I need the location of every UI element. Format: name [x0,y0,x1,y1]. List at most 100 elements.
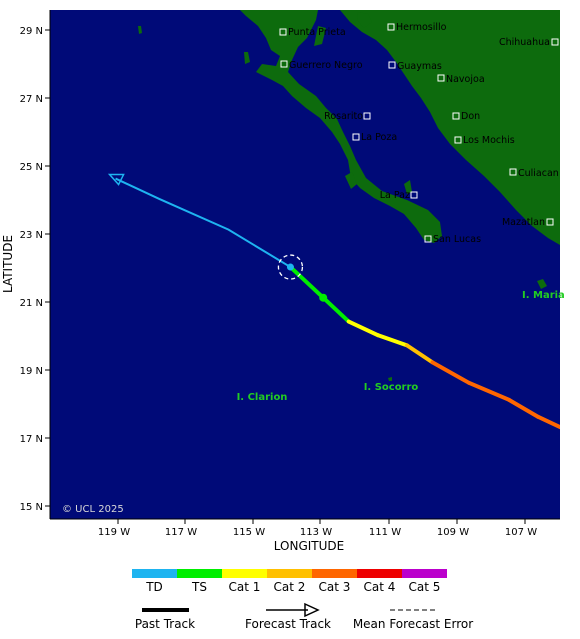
city-marker-icon [363,112,371,120]
x-tick-label: 115 W [233,527,265,538]
city-label: La Paz [380,190,410,201]
category-color-swatch [357,569,402,578]
x-tick-label: 117 W [165,527,197,538]
island-label: I. Maria [522,290,565,301]
forecast-arrow-icon [304,602,320,618]
islands-layer: I. Maria I. Socorro I. Clarion [237,290,565,403]
y-tick-label: 19 N [20,366,43,377]
city-label: San Lucas [433,234,481,245]
land-layer [138,10,560,381]
city-label: Navojoa [446,74,485,85]
city-label: Chihuahua [499,37,550,48]
category-label: Cat 4 [364,580,396,594]
isla-tiburon [357,12,372,28]
city-label: Guerrero Negro [289,60,363,71]
city-label: Punta Prieta [288,27,346,38]
category-label: Cat 1 [229,580,261,594]
past-track-segment [346,319,380,338]
isla-cedros [244,52,250,64]
copyright-text: © UCL 2025 [62,504,124,515]
cities-layer: Hermosillo Punta Prieta Chihuahua Guerrero … [279,22,559,245]
city-label: La Poza [361,132,397,143]
forecast-error-circle [277,254,304,280]
city-label: Hermosillo [396,22,447,33]
y-axis-title: LATITUDE [1,235,15,293]
island-label: I. Socorro [364,382,419,393]
x-axis-title: LONGITUDE [274,539,344,553]
isla-angel-de-la-guarda [314,26,326,46]
city-marker-icon [452,112,460,120]
city-marker-icon [387,23,395,31]
city-marker-icon [509,168,517,176]
isla-maria [537,279,547,289]
city-marker-icon [551,38,559,46]
mainland-mexico-land [340,10,560,245]
y-tick-label: 29 N [20,26,43,37]
city-marker-icon [546,218,554,226]
y-tick-label: 23 N [20,230,43,241]
category-color-swatch [402,569,447,578]
category-label: TS [191,580,207,594]
y-axis-ticks: 29 N 27 N 25 N 23 N 21 N 19 N 17 N 15 N [20,26,50,513]
past-track-segment [559,427,560,430]
forecast-track-line [115,177,291,268]
category-label: Cat 2 [274,580,306,594]
track-point-marker [319,293,328,302]
category-color-swatch [267,569,312,578]
baja-california-land [240,10,442,243]
city-marker-icon [280,60,288,68]
island-label: I. Clarion [237,392,288,403]
isla-socorro-land [388,377,392,381]
y-tick-label: 25 N [20,162,43,173]
x-tick-label: 109 W [437,527,469,538]
x-tick-label: 119 W [98,527,130,538]
city-marker-icon [454,136,462,144]
forecast-track-label: Forecast Track [245,617,331,631]
city-label: Don [461,111,480,122]
x-tick-label: 113 W [300,527,332,538]
track-clip-group [107,173,560,430]
past-track-segment [321,295,351,324]
category-label: Cat 5 [409,580,441,594]
city-marker-icon [424,235,432,243]
city-label: Culiacan [518,168,559,179]
forecast-arrow-icon [107,173,125,186]
category-color-swatch [312,569,357,578]
past-track-segment [507,397,541,419]
y-tick-label: 15 N [20,502,43,513]
past-track-segment [536,414,560,430]
city-marker-icon [410,191,418,199]
y-tick-label: 21 N [20,298,43,309]
city-marker-icon [437,74,445,82]
past-track-segment [466,380,511,402]
city-label: Rosarito [324,111,363,122]
past-track-label: Past Track [135,617,195,631]
category-color-swatch [132,569,177,578]
category-label: TD [145,580,163,594]
x-tick-label: 111 W [369,527,401,538]
mean-error-label: Mean Forecast Error [353,617,473,631]
isla-margarita [345,172,357,189]
city-label: Guaymas [397,61,442,72]
x-axis-ticks: 119 W 117 W 115 W 113 W 111 W 109 W 107 W [98,519,537,538]
y-tick-label: 17 N [20,434,43,445]
past-track-segment [375,333,409,348]
past-track-segment [430,360,471,385]
past-track-segment [288,265,326,300]
isla-guadalupe [138,26,142,34]
track-legend: Past Track Forecast Track Mean Forecast … [135,602,473,631]
category-label: Cat 3 [319,580,351,594]
city-marker-icon [279,28,287,36]
y-tick-label: 27 N [20,94,43,105]
current-position-marker [286,263,294,271]
city-label: Los Mochis [463,135,515,146]
city-marker-icon [388,61,396,69]
city-marker-icon [352,133,360,141]
category-color-swatch [222,569,267,578]
category-color-swatch [177,569,222,578]
x-tick-label: 107 W [505,527,537,538]
category-legend: TD TS Cat 1 Cat 2 Cat 3 Cat 4 Cat 5 [132,569,447,594]
storm-track [107,173,560,430]
city-label: Mazatlan [502,217,545,228]
